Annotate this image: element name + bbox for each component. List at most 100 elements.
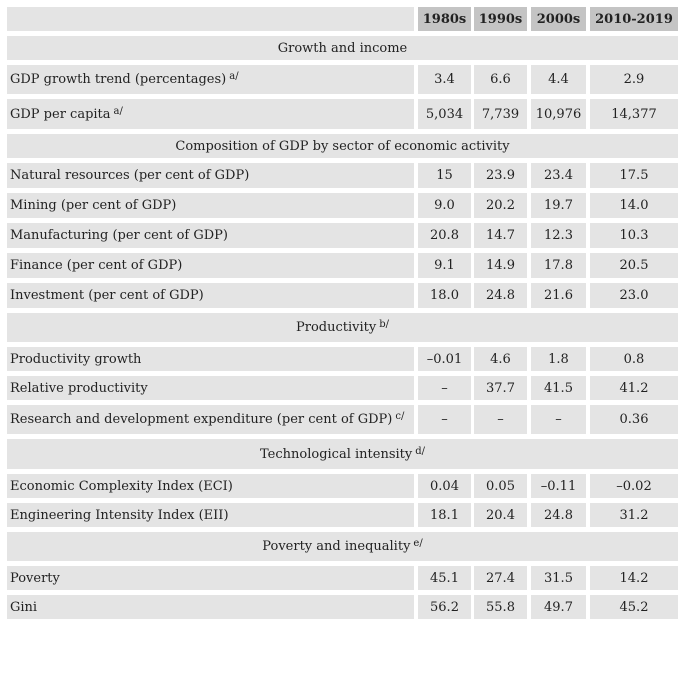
cell-text: 23.9 bbox=[486, 168, 515, 183]
value-cell: 14.0 bbox=[590, 193, 678, 218]
cell-text: Research and development expenditure (pe… bbox=[10, 412, 393, 427]
cell-text: 24.8 bbox=[486, 288, 515, 303]
cell-text: 21.6 bbox=[544, 288, 573, 303]
cell-text: 41.5 bbox=[544, 380, 573, 396]
value-cell: 17.8 bbox=[531, 253, 586, 278]
value-cell: 9.1 bbox=[418, 253, 471, 278]
cell-text: Productivity bbox=[296, 320, 377, 335]
value-cell: 19.7 bbox=[531, 193, 586, 218]
cell-text: 45.2 bbox=[619, 599, 649, 615]
cell-text: 14.2 bbox=[619, 570, 649, 586]
cell-text: 20.5 bbox=[619, 258, 649, 273]
cell-text: 4.4 bbox=[548, 72, 569, 87]
cell-text: 2010-2019 bbox=[595, 11, 673, 27]
value-cell: 23.0 bbox=[590, 283, 678, 308]
cell-text: 0.36 bbox=[619, 412, 649, 427]
cell-text: Manufacturing (per cent of GDP) bbox=[10, 228, 228, 243]
cell-text: 2000s bbox=[536, 11, 581, 27]
footnote-mark: b/ bbox=[379, 319, 389, 330]
value-cell: – bbox=[531, 405, 586, 434]
cell-text: Gini bbox=[10, 599, 38, 615]
value-cell: 20.4 bbox=[474, 503, 527, 527]
value-cell: 55.8 bbox=[474, 595, 527, 619]
row-label: Manufacturing (per cent of GDP) bbox=[7, 223, 414, 248]
value-cell: 5,034 bbox=[418, 99, 471, 129]
value-cell: 56.2 bbox=[418, 595, 471, 619]
footnote-mark: a/ bbox=[229, 71, 239, 82]
cell-text: 20.4 bbox=[486, 507, 515, 523]
cell-text: 49.7 bbox=[544, 599, 573, 615]
value-cell: 14.9 bbox=[474, 253, 527, 278]
row-label: Poverty bbox=[7, 566, 414, 590]
cell-text: 10,976 bbox=[535, 106, 582, 122]
cell-text: Investment (per cent of GDP) bbox=[10, 288, 204, 303]
value-cell: 10.3 bbox=[590, 223, 678, 248]
value-cell: 20.5 bbox=[590, 253, 678, 278]
cell-text: Engineering Intensity Index (EII) bbox=[10, 507, 229, 523]
value-cell: 0.04 bbox=[418, 474, 471, 498]
value-cell: 9.0 bbox=[418, 193, 471, 218]
value-cell: 49.7 bbox=[531, 595, 586, 619]
value-cell: 12.3 bbox=[531, 223, 586, 248]
cell-text: 27.4 bbox=[486, 570, 515, 586]
value-cell: 1.8 bbox=[531, 347, 586, 371]
cell-text: Natural resources (per cent of GDP) bbox=[10, 168, 250, 183]
cell-text: 24.8 bbox=[544, 507, 573, 523]
value-cell: 41.5 bbox=[531, 376, 586, 400]
value-cell: 4.4 bbox=[531, 65, 586, 94]
value-cell: 0.8 bbox=[590, 347, 678, 371]
section-header: Poverty and inequality e/ bbox=[7, 532, 678, 561]
cell-text: 14.0 bbox=[619, 198, 649, 213]
section-header: Technological intensity d/ bbox=[7, 439, 678, 469]
value-cell: –0.01 bbox=[418, 347, 471, 371]
cell-text: 31.2 bbox=[619, 507, 649, 523]
value-cell: –0.02 bbox=[590, 474, 678, 498]
row-label: Engineering Intensity Index (EII) bbox=[7, 503, 414, 527]
corner-cell bbox=[7, 7, 414, 31]
value-cell: 2.9 bbox=[590, 65, 678, 94]
value-cell: 20.8 bbox=[418, 223, 471, 248]
row-label: Gini bbox=[7, 595, 414, 619]
cell-text: 31.5 bbox=[544, 570, 573, 586]
cell-text: 17.5 bbox=[619, 168, 649, 183]
cell-text: 5,034 bbox=[425, 106, 464, 122]
value-cell: – bbox=[418, 405, 471, 434]
cell-text: Finance (per cent of GDP) bbox=[10, 258, 183, 273]
cell-text: 18.1 bbox=[430, 507, 459, 523]
footnote-mark: a/ bbox=[113, 105, 123, 117]
cell-text: – bbox=[441, 412, 448, 427]
cell-text: – bbox=[555, 412, 562, 427]
value-cell: 14.2 bbox=[590, 566, 678, 590]
value-cell: 45.2 bbox=[590, 595, 678, 619]
cell-text: Growth and income bbox=[277, 40, 408, 56]
cell-text: 1990s bbox=[478, 11, 523, 27]
row-label: GDP per capita a/ bbox=[7, 99, 414, 129]
value-cell: 23.9 bbox=[474, 163, 527, 188]
cell-text: –0.02 bbox=[616, 478, 652, 494]
value-cell: 24.8 bbox=[474, 283, 527, 308]
value-cell: 7,739 bbox=[474, 99, 527, 129]
section-header: Growth and income bbox=[7, 36, 678, 60]
value-cell: 45.1 bbox=[418, 566, 471, 590]
cell-text: 12.3 bbox=[544, 228, 573, 243]
cell-text: Composition of GDP by sector of economic… bbox=[175, 138, 510, 154]
cell-text: 55.8 bbox=[486, 599, 515, 615]
value-cell: 14,377 bbox=[590, 99, 678, 129]
cell-text: 17.8 bbox=[544, 258, 573, 273]
section-header: Productivity b/ bbox=[7, 313, 678, 342]
cell-text: Poverty bbox=[10, 570, 60, 586]
cell-text: 0.8 bbox=[623, 351, 645, 367]
cell-text: 14.7 bbox=[486, 228, 515, 243]
cell-text: 23.4 bbox=[544, 168, 573, 183]
value-cell: 17.5 bbox=[590, 163, 678, 188]
value-cell: 27.4 bbox=[474, 566, 527, 590]
cell-text: 1980s bbox=[422, 11, 467, 27]
cell-text: –0.11 bbox=[540, 478, 577, 494]
column-header: 2010-2019 bbox=[590, 7, 678, 31]
value-cell: 3.4 bbox=[418, 65, 471, 94]
cell-text: 20.8 bbox=[430, 228, 459, 243]
column-header: 2000s bbox=[531, 7, 586, 31]
row-label: Natural resources (per cent of GDP) bbox=[7, 163, 414, 188]
row-label: Productivity growth bbox=[7, 347, 414, 371]
